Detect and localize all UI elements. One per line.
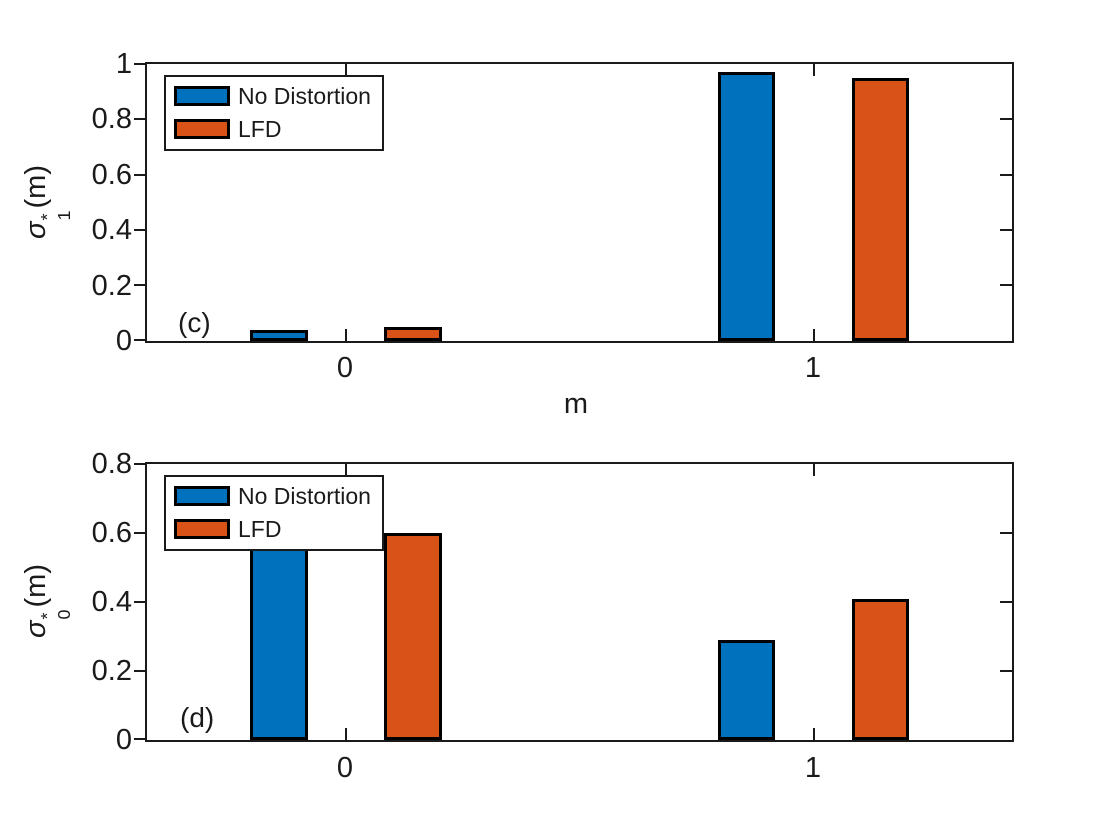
y-tick-label: 0.8 <box>91 103 132 135</box>
legend-label: LFD <box>238 516 282 542</box>
x-tick-mark <box>813 464 815 476</box>
y-tick-mark <box>134 339 145 341</box>
legend-swatch-lfd <box>174 519 230 539</box>
y-tick-mark <box>134 229 145 231</box>
bar-d-lfd-m0 <box>384 533 442 740</box>
y-tick-label: 0.2 <box>91 270 132 302</box>
y-tick-mark <box>134 738 145 740</box>
legend-item-no-distortion: No Distortion <box>174 484 374 508</box>
legend-label: LFD <box>238 116 282 142</box>
y-tick-label: 0.8 <box>91 448 132 480</box>
y-tick-label: 0.4 <box>91 586 132 618</box>
legend-swatch-lfd <box>174 119 230 139</box>
x-tick-mark <box>813 329 815 341</box>
x-tick-label: 0 <box>336 352 354 384</box>
bar-c-lfd-m1 <box>852 77 909 341</box>
y-tick-mark <box>1000 284 1012 286</box>
legend-c: No Distortion LFD <box>164 75 384 151</box>
panel-label-c: (c) <box>178 307 211 338</box>
y-tick-label: 0.6 <box>91 159 132 191</box>
x-tick-mark <box>345 64 347 76</box>
y-tick-label: 0.2 <box>91 655 132 687</box>
y-tick-mark <box>134 601 145 603</box>
x-tick-label: 1 <box>804 352 822 384</box>
legend-label: No Distortion <box>238 83 371 109</box>
y-tick-label: 0 <box>115 724 132 756</box>
y-tick-label: 1 <box>115 48 132 80</box>
bar-c-no-distortion-m1 <box>718 72 775 341</box>
subplot-c-axes: No Distortion LFD (c) <box>134 62 1014 343</box>
y-tick-mark <box>1000 670 1012 672</box>
y-tick-mark <box>134 532 145 534</box>
legend-item-lfd: LFD <box>174 117 374 141</box>
y-tick-label: 0 <box>115 325 132 357</box>
legend-swatch-no-distortion <box>174 86 230 106</box>
y-tick-mark <box>134 463 145 465</box>
y-tick-mark <box>1000 601 1012 603</box>
y-tick-mark <box>134 284 145 286</box>
panel-label-d: (d) <box>180 702 215 733</box>
y-tick-mark <box>134 670 145 672</box>
y-tick-mark <box>134 174 145 176</box>
x-tick-label: 0 <box>336 752 354 784</box>
bar-d-lfd-m1 <box>852 598 909 740</box>
y-tick-mark <box>134 118 145 120</box>
legend-label: No Distortion <box>238 483 371 509</box>
y-tick-mark <box>1000 229 1012 231</box>
bar-c-lfd-m0 <box>384 327 442 341</box>
y-tick-label: 0.6 <box>91 517 132 549</box>
y-tick-mark <box>1000 118 1012 120</box>
y-tick-label: 0.4 <box>91 214 132 246</box>
y-tick-mark <box>134 63 145 65</box>
bar-d-no-distortion-m1 <box>718 639 775 740</box>
x-tick-mark <box>813 64 815 76</box>
legend-swatch-no-distortion <box>174 486 230 506</box>
legend-item-lfd: LFD <box>174 517 374 541</box>
x-tick-mark <box>813 728 815 740</box>
y-tick-mark <box>1000 532 1012 534</box>
x-tick-mark <box>345 464 347 476</box>
y-axis-label-sigma1: σ * 1 (m) <box>20 165 75 239</box>
y-axis-label-sigma0: σ * 0 (m) <box>20 564 75 638</box>
x-tick-mark <box>345 329 347 341</box>
legend-item-no-distortion: No Distortion <box>174 84 374 108</box>
subplot-d-axes: No Distortion LFD (d) <box>134 462 1014 742</box>
y-tick-mark <box>1000 174 1012 176</box>
legend-d: No Distortion LFD <box>164 475 384 551</box>
bar-c-no-distortion-m0 <box>250 329 308 341</box>
x-axis-label-m: m <box>563 388 589 420</box>
x-tick-label: 1 <box>804 752 822 784</box>
x-tick-mark <box>345 728 347 740</box>
